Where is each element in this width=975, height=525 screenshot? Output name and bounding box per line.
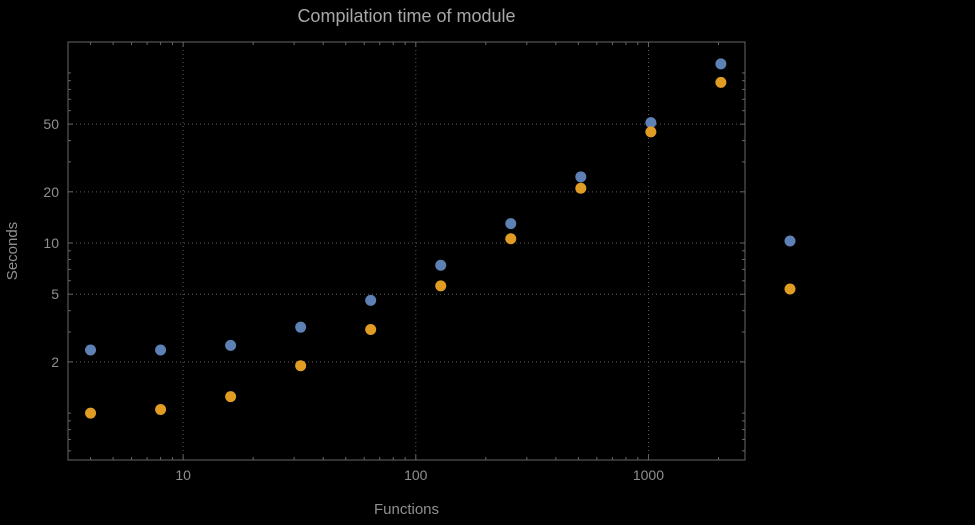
- chart-title: Compilation time of module: [297, 6, 516, 26]
- legend-marker-blue: [784, 235, 796, 247]
- y-tick-label: 20: [43, 184, 59, 200]
- data-point-blue: [645, 117, 657, 129]
- x-tick-label: 1000: [633, 467, 664, 483]
- data-point-orange: [435, 280, 447, 292]
- data-point-blue: [365, 294, 377, 306]
- data-point-orange: [85, 407, 97, 419]
- data-point-orange: [715, 76, 727, 88]
- data-point-orange: [645, 126, 657, 138]
- data-point-orange: [575, 182, 587, 194]
- data-point-orange: [295, 360, 307, 372]
- plot-frame: [67, 41, 746, 461]
- legend-marker-orange: [784, 283, 796, 295]
- x-tick-label: 10: [175, 467, 191, 483]
- data-point-blue: [225, 339, 237, 351]
- data-point-blue: [295, 321, 307, 333]
- y-tick-label: 50: [43, 116, 59, 132]
- y-axis-label: Seconds: [4, 221, 21, 281]
- y-tick-label: 5: [51, 286, 59, 302]
- data-point-orange: [365, 324, 377, 336]
- data-point-blue: [155, 344, 167, 356]
- y-tick-label: 2: [51, 354, 59, 370]
- data-point-orange: [225, 391, 237, 403]
- x-axis-label: Functions: [373, 501, 440, 518]
- y-tick-label: 10: [43, 235, 59, 251]
- data-point-blue: [505, 218, 517, 230]
- data-point-orange: [505, 233, 517, 245]
- data-point-blue: [575, 171, 587, 183]
- data-point-blue: [435, 259, 447, 271]
- data-point-orange: [155, 403, 167, 415]
- data-point-blue: [85, 344, 97, 356]
- data-point-blue: [715, 58, 727, 70]
- x-tick-label: 100: [404, 467, 428, 483]
